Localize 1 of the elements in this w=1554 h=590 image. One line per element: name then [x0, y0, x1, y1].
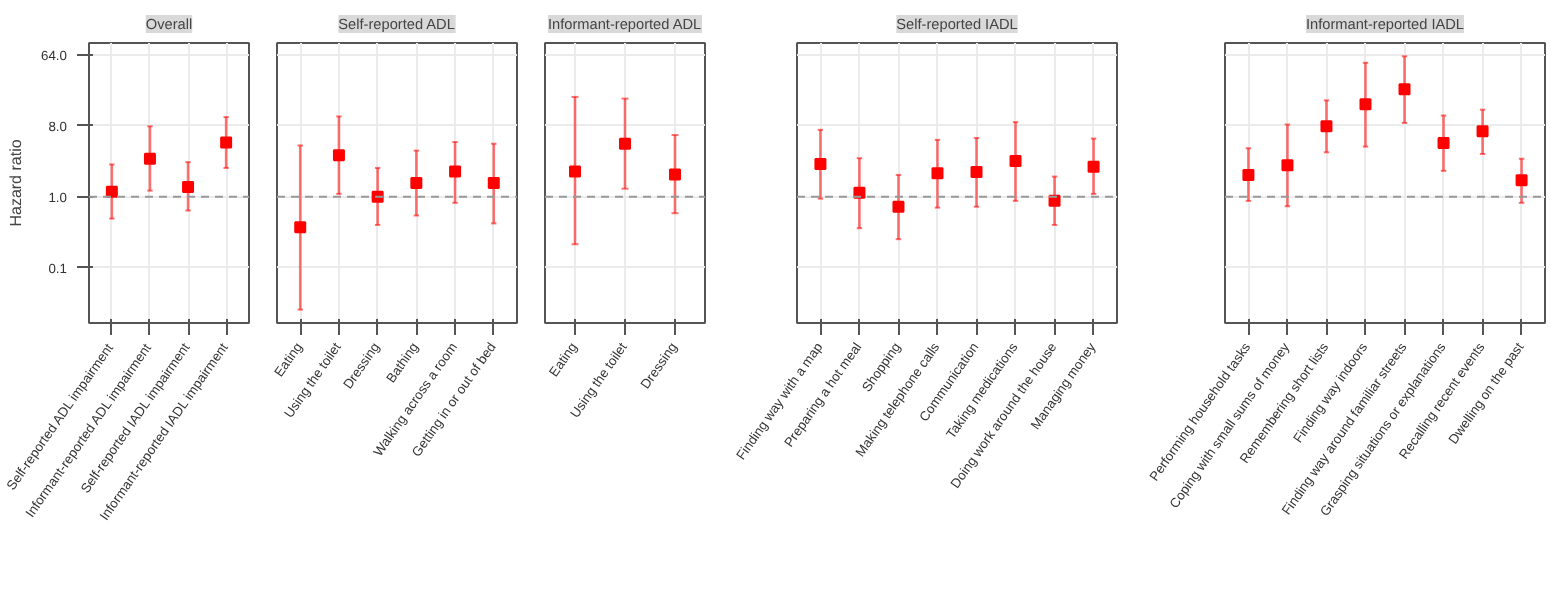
y-axis-title: Hazard ratio — [7, 138, 26, 227]
